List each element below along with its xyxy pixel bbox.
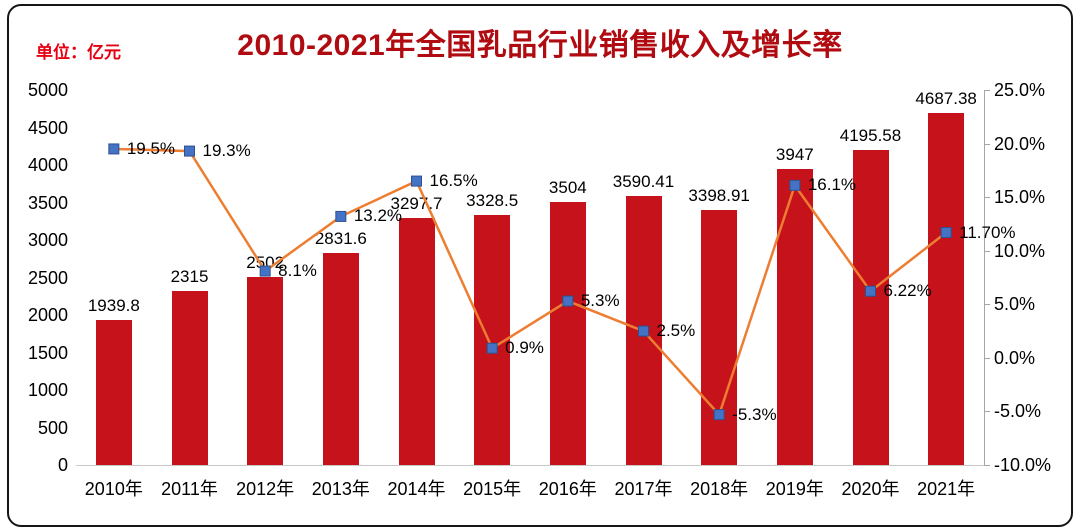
bar	[928, 113, 965, 465]
bar	[322, 252, 359, 465]
x-axis-label: 2010年	[84, 479, 143, 499]
line-value-label: 0.9%	[505, 338, 544, 358]
y-axis-left-tick-label: 1000	[27, 380, 68, 400]
x-axis-label: 2017年	[614, 479, 673, 499]
y-axis-right-tickmark	[984, 465, 990, 466]
bar-value-label: 3398.91	[688, 186, 750, 206]
y-axis-left-tick-label: 4000	[27, 155, 68, 175]
line-value-label: 2.5%	[656, 321, 696, 341]
y-axis-right-tick-label: 25.0%	[994, 80, 1046, 100]
bar-value-label: 4687.38	[915, 89, 977, 109]
y-axis-right-tick-label: 20.0%	[994, 133, 1046, 154]
bar	[247, 277, 284, 465]
bar	[398, 217, 435, 465]
line-marker	[335, 210, 347, 222]
y-axis-right-tickmark	[984, 90, 990, 91]
x-axis-label: 2014年	[387, 479, 446, 499]
bar	[549, 202, 586, 465]
bar-value-label: 4195.58	[839, 126, 902, 146]
line-marker	[108, 143, 120, 155]
y-axis-left-tick-label: 5000	[27, 80, 68, 100]
line-value-label: 5.3%	[580, 291, 620, 311]
bar	[701, 210, 738, 465]
line-value-label: 11.70%	[959, 222, 1016, 242]
x-axis-label: 2012年	[236, 479, 295, 499]
x-axis-label: 2011年	[161, 479, 218, 499]
line-value-label: 6.22%	[883, 281, 932, 301]
x-axis-label: 2020年	[841, 479, 900, 499]
y-axis-right-tickmark	[984, 304, 990, 306]
y-axis-right-tickmark	[984, 357, 990, 359]
y-axis-right-tick-label: -5.0%	[994, 401, 1042, 422]
x-axis-label: 2015年	[463, 479, 522, 499]
x-axis-label: 2018年	[690, 479, 749, 499]
line-value-label: 16.1%	[807, 175, 857, 195]
x-axis-label: 2013年	[311, 479, 370, 499]
line-marker	[184, 145, 195, 157]
line-value-label: 13.2%	[353, 206, 403, 226]
y-axis-left-tick-label: 2500	[27, 267, 68, 288]
line-value-label: 19.3%	[202, 141, 251, 161]
y-axis-left-tick-label: 3000	[27, 230, 68, 250]
bar-value-label: 2831.6	[314, 228, 367, 248]
y-axis-right-tickmark	[984, 143, 990, 145]
x-axis-label: 2019年	[765, 479, 824, 499]
line-value-label: 16.5%	[429, 171, 478, 191]
chart-title: 2010-2021年全国乳品行业销售收入及增长率	[237, 29, 843, 62]
y-axis-left-tick-label: 1500	[27, 342, 68, 363]
y-axis-left-tick-label: 0	[57, 455, 68, 475]
line-value-label: 19.5%	[126, 138, 176, 158]
y-axis-right-tickmark	[984, 411, 990, 413]
y-axis-left-tick-label: 500	[37, 417, 68, 438]
bar	[95, 319, 132, 465]
y-axis-right-tickmark	[984, 250, 990, 252]
bar	[776, 168, 813, 465]
bar-value-label: 1939.8	[87, 295, 140, 315]
y-axis-right-tick-label: 10.0%	[994, 240, 1046, 261]
y-axis-right-tick-label: 0.0%	[994, 347, 1036, 368]
y-axis-right-tick-label: 15.0%	[994, 187, 1046, 208]
y-axis-left-tick-label: 2000	[27, 305, 68, 325]
unit-label: 单位：亿元	[36, 43, 121, 62]
line-marker	[411, 175, 422, 187]
y-axis-right-tick-label: 5.0%	[994, 294, 1036, 315]
line-value-label: 8.1%	[278, 261, 317, 281]
y-axis-right-tick-label: -10.0%	[994, 455, 1052, 475]
y-axis-right-tickmark	[984, 197, 990, 199]
x-axis-label: 2021年	[917, 479, 976, 499]
line-value-label: -5.3%	[732, 404, 777, 424]
x-axis-label: 2016年	[538, 479, 597, 499]
bar	[852, 150, 889, 465]
y-axis-right-line	[984, 90, 985, 465]
bar	[171, 291, 208, 465]
x-axis-line	[76, 465, 984, 466]
y-axis-left-tick-label: 3500	[27, 192, 68, 213]
y-axis-left-tick-label: 4500	[27, 117, 68, 138]
